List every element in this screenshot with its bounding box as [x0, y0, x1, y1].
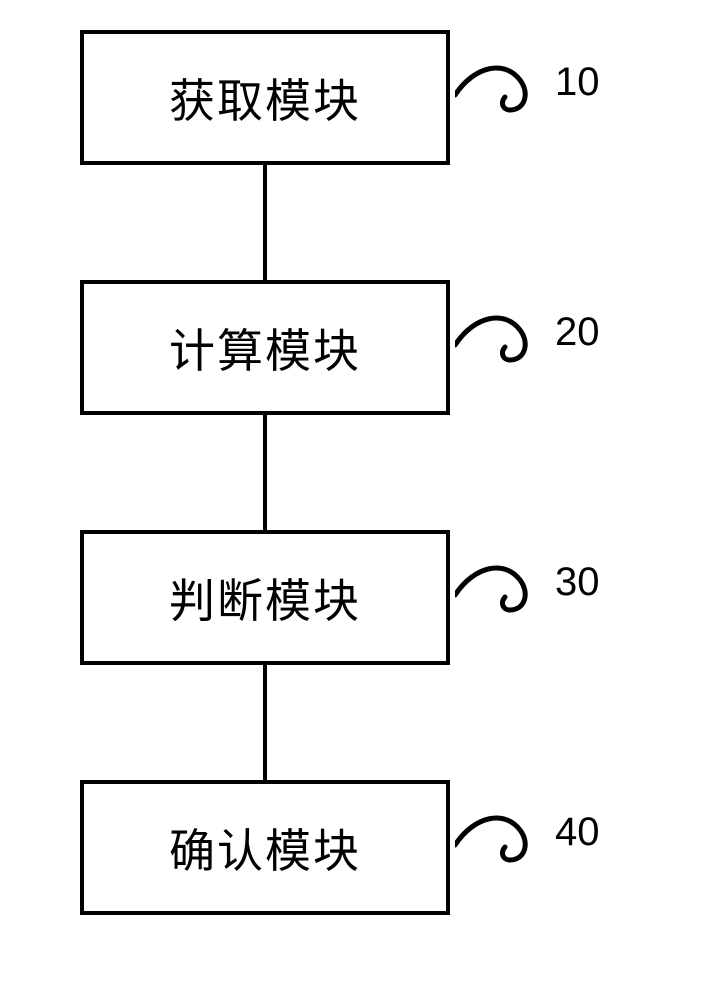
node-number: 20 [555, 310, 600, 355]
flowchart-node: 计算模块 [80, 280, 450, 415]
flowchart-node: 获取模块 [80, 30, 450, 165]
leader-line [455, 305, 545, 375]
leader-line [455, 55, 545, 125]
flowchart-edge [263, 415, 267, 530]
leader-line [455, 555, 545, 625]
flowchart-edge [263, 165, 267, 280]
node-label: 判断模块 [169, 565, 361, 631]
flowchart-node: 确认模块 [80, 780, 450, 915]
node-number: 30 [555, 560, 600, 605]
leader-line [455, 805, 545, 875]
node-number: 40 [555, 810, 600, 855]
node-label: 确认模块 [169, 815, 361, 881]
flowchart-edge [263, 665, 267, 780]
node-number: 10 [555, 60, 600, 105]
diagram-container: 获取模块 10 计算模块 20 判断模块 30 确认模块 40 [0, 0, 704, 1000]
node-label: 获取模块 [169, 65, 361, 131]
node-label: 计算模块 [169, 315, 361, 381]
flowchart-node: 判断模块 [80, 530, 450, 665]
